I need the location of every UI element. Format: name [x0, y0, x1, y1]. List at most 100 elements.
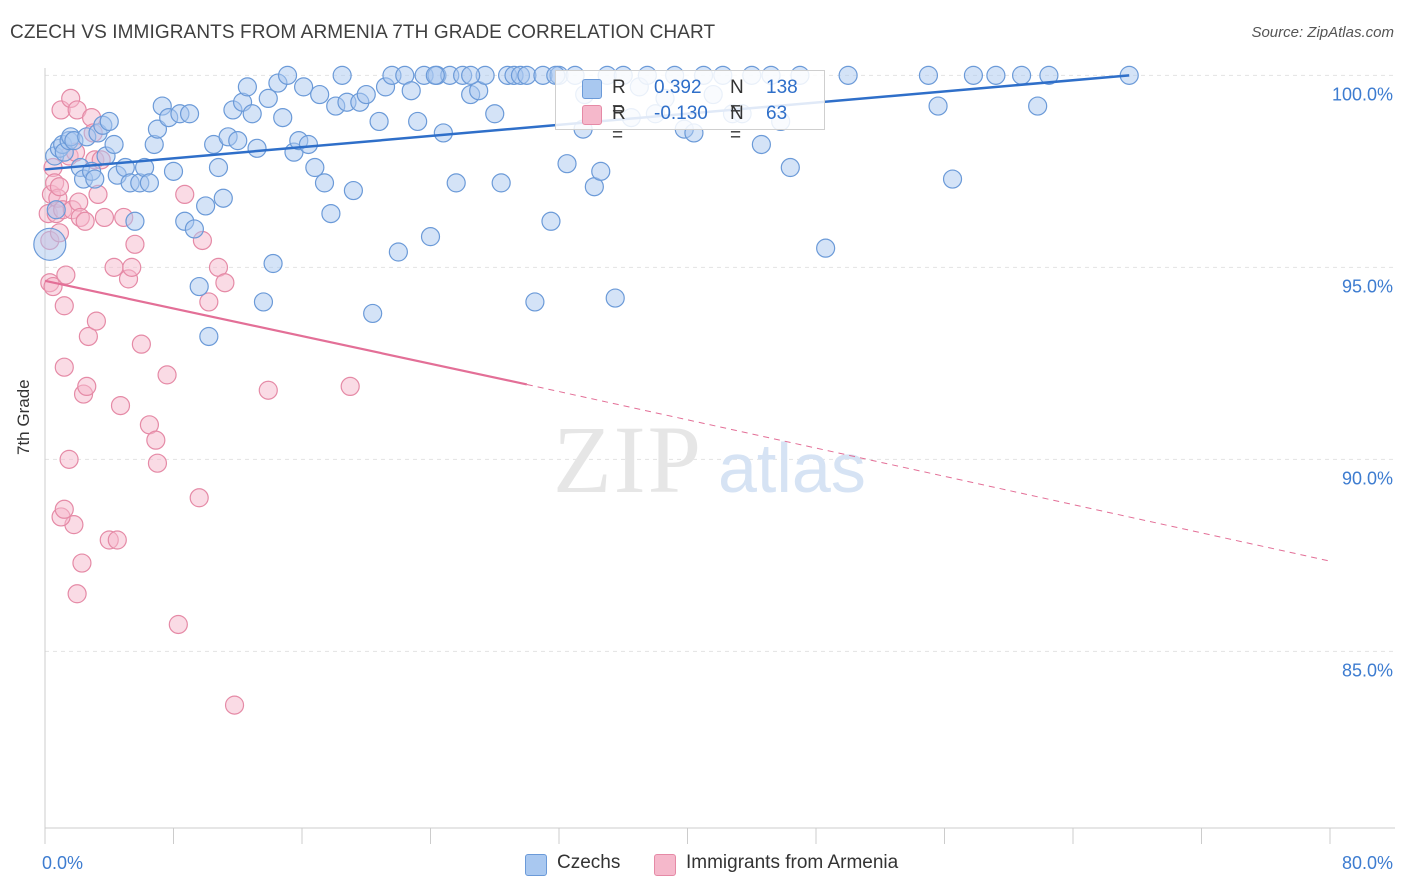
y-tick-label: 85.0% [1342, 660, 1393, 680]
czech-point [294, 77, 314, 97]
czech-point [213, 188, 233, 208]
czech-point [942, 169, 963, 189]
armenia-point [72, 553, 92, 573]
czech-point [196, 196, 216, 216]
czech-point [277, 65, 298, 85]
armenia-point [157, 365, 177, 385]
armenia-point [86, 311, 107, 331]
czech-point [591, 161, 611, 181]
czech-point [242, 104, 262, 124]
armenia-point [54, 357, 74, 377]
czech-point [314, 173, 335, 193]
czech-point [388, 242, 408, 262]
armenia-swatch [582, 105, 602, 125]
czech-point [33, 227, 67, 261]
x-tick-label: 0.0% [42, 853, 83, 873]
armenia-point [131, 334, 151, 354]
czech-point [420, 227, 441, 247]
armenia-point [175, 184, 195, 204]
armenia-point [56, 265, 76, 285]
armenia-point [224, 695, 245, 715]
czech-point [517, 65, 537, 85]
czech-point [208, 157, 229, 178]
czech-point [228, 131, 248, 151]
czech-point [363, 303, 383, 324]
grid-lines [45, 74, 1395, 652]
czech-point [46, 200, 66, 220]
czech-point [491, 173, 511, 193]
correlation-legend: R = 0.392 N = 138 R = -0.130 N = 63 [555, 70, 825, 146]
czech-point [433, 123, 453, 143]
czech-point [237, 77, 257, 97]
czech-point [343, 180, 363, 201]
armenia-point [77, 376, 97, 396]
czech-point [918, 65, 939, 85]
armenia-point [107, 530, 127, 550]
n-label: N = [730, 77, 744, 120]
armenia-trend-line [44, 279, 528, 386]
axis-ticks: 85.0% 90.0% 95.0% 100.0% 0.0% 80.0% [42, 84, 1393, 873]
x-tick-label: 80.0% [1342, 853, 1393, 873]
armenia-point [258, 380, 278, 400]
n-value: 138 [766, 77, 798, 98]
czech-point [461, 65, 481, 85]
r-value: -0.130 [654, 103, 708, 124]
czech-point [986, 65, 1006, 85]
czech-point [446, 173, 466, 193]
n-label: N = [730, 103, 744, 146]
czech-point [321, 204, 341, 224]
y-axis-label: 7th Grade [14, 379, 33, 455]
watermark-zip: ZIP [553, 406, 703, 513]
r-label: R = [612, 77, 626, 120]
watermark-atlas: atlas [718, 429, 866, 507]
czech-point [928, 96, 948, 116]
armenia-point [54, 296, 74, 316]
source-credit: Source: ZipAtlas.com [1251, 24, 1394, 41]
czech-point [253, 292, 274, 312]
czech-point [247, 138, 267, 158]
czech-point [525, 292, 545, 312]
armenia-point [125, 234, 145, 254]
czech-point [1039, 65, 1059, 85]
czech-point [1011, 65, 1032, 85]
czech-point [184, 219, 204, 239]
czech-point [408, 111, 428, 132]
armenia-point [146, 430, 166, 450]
armenia-point [340, 376, 360, 396]
czech-point [1028, 96, 1048, 116]
armenia-point [122, 257, 142, 277]
czech-point [332, 65, 352, 85]
czech-point [425, 65, 445, 85]
czech-point [298, 134, 319, 155]
armenia-point [78, 326, 98, 347]
czech-point [310, 84, 330, 105]
czech-point [104, 134, 124, 155]
czech-point [179, 104, 200, 124]
armenia-point [49, 177, 70, 197]
czech-point [369, 111, 389, 132]
czech-swatch [582, 79, 602, 99]
chart-title: CZECH VS IMMIGRANTS FROM ARMENIA 7TH GRA… [10, 22, 716, 43]
armenia-point [94, 207, 115, 228]
armenia-trend-extension [526, 383, 1331, 562]
r-label: R = [612, 103, 626, 146]
czech-point [557, 154, 577, 174]
czech-point [263, 253, 283, 274]
czech-point [605, 288, 625, 308]
armenia-point [168, 614, 188, 635]
y-tick-label: 90.0% [1342, 468, 1393, 488]
armenia-point [215, 273, 235, 293]
armenia-point [67, 584, 87, 604]
armenia-point [75, 211, 95, 231]
czech-point [163, 161, 184, 181]
y-tick-label: 100.0% [1332, 84, 1393, 104]
czech-point [199, 326, 219, 347]
czech-point [780, 157, 800, 178]
czech-point [751, 134, 771, 155]
czech-point [485, 104, 505, 124]
czech-point [125, 211, 145, 231]
czech-point [541, 211, 561, 231]
armenia-point [199, 292, 219, 312]
legend-label: Czechs [557, 852, 621, 873]
